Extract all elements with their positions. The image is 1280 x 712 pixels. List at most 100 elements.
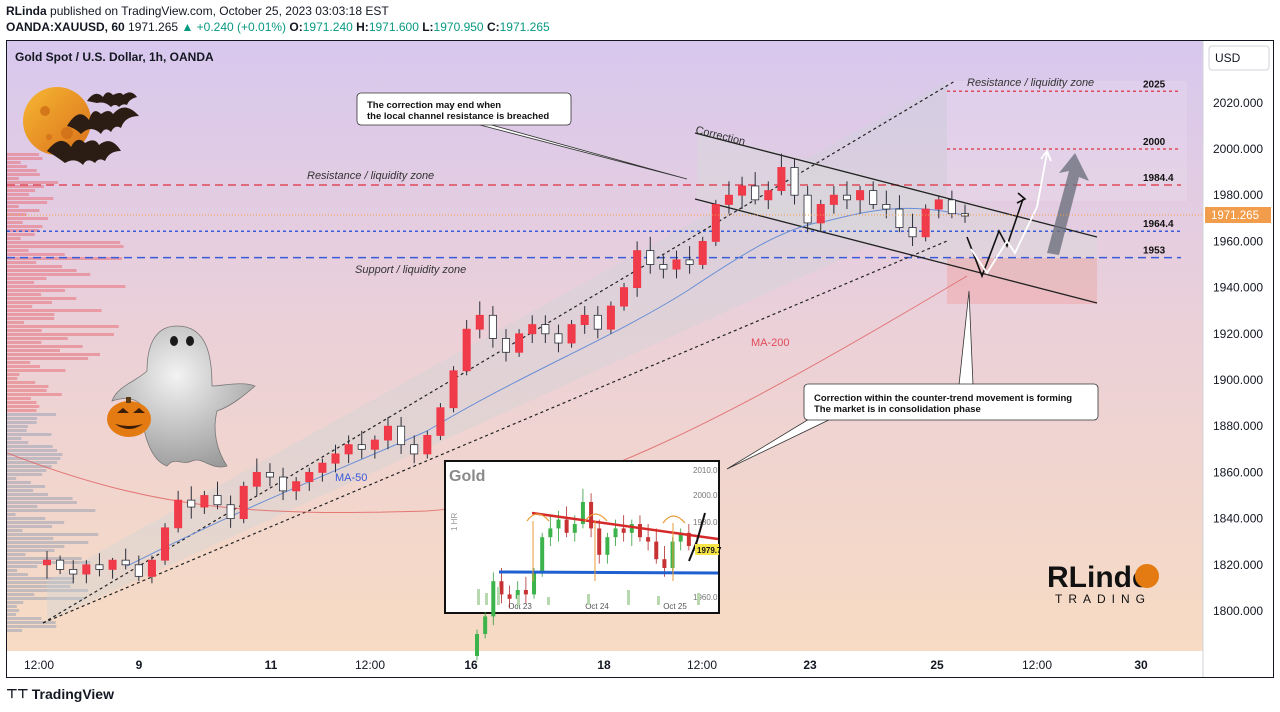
candle-body[interactable] [69,569,78,575]
big-arrow-up[interactable] [1047,153,1089,255]
callout-1-line-1: The correction may end when [367,100,501,111]
candle-body[interactable] [344,444,353,455]
candle-body[interactable] [462,328,471,372]
candle-body[interactable] [423,435,432,455]
inset-candle-body [637,524,642,538]
volume-profile-bar [7,581,74,584]
candle-body[interactable] [724,194,733,205]
candle-body[interactable] [790,167,799,196]
projection-path-white[interactable] [970,152,1048,275]
x-tick-label: 18 [597,658,611,672]
candle-body[interactable] [108,559,117,570]
candle-body[interactable] [279,476,288,492]
ohlc-bar: OANDA:XAUUSD, 60 1971.265 ▲ +0.240 (+0.0… [6,20,550,34]
candle-body[interactable] [947,199,956,215]
volume-profile-bar [7,161,21,164]
candle-body[interactable] [620,287,629,307]
candle-body[interactable] [410,444,419,455]
price-chart[interactable]: 2025 2000 1984.4 1964.4 1953 2020.000 2000.00… [7,41,1273,677]
candle-body[interactable] [698,240,707,265]
candle-body[interactable] [633,250,642,288]
candle-body[interactable] [895,208,904,228]
candle-body[interactable] [738,185,747,196]
callout-1-box[interactable] [356,92,572,126]
candle-body[interactable] [869,190,878,205]
candle-body[interactable] [921,208,930,238]
volume-profile-bar [7,477,17,480]
candle-body[interactable] [593,314,602,330]
candle-body[interactable] [751,185,760,201]
candle-body[interactable] [82,564,91,575]
candle-body[interactable] [541,324,550,335]
candle-body[interactable] [475,314,484,330]
candle-body[interactable] [121,559,130,566]
candle-body[interactable] [488,314,497,339]
volume-profile-bar [7,285,126,288]
candle-body[interactable] [764,190,773,201]
inset-x-tick: Oct 25 [663,602,687,611]
candle-body[interactable] [95,564,104,570]
candle-body[interactable] [436,407,445,436]
candle-body[interactable] [580,314,589,325]
candle-body[interactable] [305,471,314,483]
candle-body[interactable] [777,167,786,191]
tradingview-brand[interactable]: ⊤⊤ TradingView [6,686,114,702]
candle-body[interactable] [646,250,655,265]
candle-body[interactable] [147,559,156,577]
publisher-name[interactable]: RLinda [6,4,47,18]
candle-body[interactable] [397,425,406,446]
candle-body[interactable] [659,264,668,270]
last-price-value: 1971.265 [1211,210,1259,222]
candle-body[interactable] [187,499,196,508]
candle-body[interactable] [383,425,392,441]
candle-body[interactable] [842,194,851,201]
candle-body[interactable] [265,471,274,478]
correction-lower-line[interactable] [694,198,1098,304]
projection-path-black[interactable] [966,198,1024,279]
candle-body[interactable] [829,194,838,205]
candle-body[interactable] [672,259,681,270]
candle-body[interactable] [174,499,183,529]
inset-chart[interactable]: Gold 1 HR 2010.02000.01980.01970.01960.0… [444,460,722,661]
volume-profile-bar [7,353,100,356]
candle-body[interactable] [685,259,694,265]
candle-body[interactable] [200,495,209,508]
candle-body[interactable] [357,444,366,450]
candle-body[interactable] [934,199,943,210]
candle-body[interactable] [856,190,865,201]
candle-body[interactable] [42,559,52,566]
inset-y-tick: 1980.0 [693,518,718,527]
candle-body[interactable] [515,333,524,353]
candle-body[interactable] [331,453,340,464]
candle-body[interactable] [711,204,720,242]
volume-profile-bar [7,229,39,232]
channel-lower-line[interactable] [42,240,948,624]
candle-body[interactable] [567,324,576,344]
candle-body[interactable] [816,204,825,224]
candle-body[interactable] [501,338,511,353]
candle-body[interactable] [606,305,615,330]
candle-body[interactable] [213,495,222,506]
candle-body[interactable] [370,439,379,450]
callout-2-box[interactable] [803,383,1099,421]
candle-body[interactable] [449,370,458,409]
candle-body[interactable] [56,559,65,570]
support-zone-label: Support / liquidity zone [355,264,466,276]
candle-body[interactable] [882,204,891,210]
candle-body[interactable] [226,504,235,519]
candle-body[interactable] [318,462,327,473]
candle-body[interactable] [554,333,563,344]
candle-body[interactable] [803,194,812,224]
candle-body[interactable] [252,471,261,487]
chart-frame[interactable]: 2025 2000 1984.4 1964.4 1953 2020.000 2000.00… [6,40,1274,678]
price-axis[interactable] [1203,41,1273,677]
candle-body[interactable] [908,227,917,238]
time-axis[interactable] [7,651,1203,677]
candle-body[interactable] [161,527,170,561]
candle-body[interactable] [528,324,537,335]
candle-body[interactable] [292,481,301,492]
candlestick-series[interactable] [42,153,970,584]
candle-body[interactable] [239,485,248,520]
currency-button[interactable] [1208,45,1270,71]
candle-body[interactable] [134,564,143,577]
